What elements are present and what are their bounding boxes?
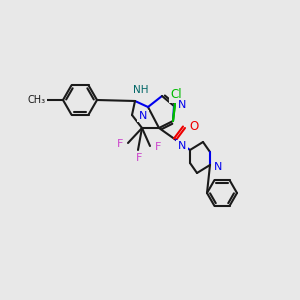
Text: CH₃: CH₃	[28, 95, 46, 105]
Text: N: N	[178, 141, 186, 151]
Text: N: N	[178, 100, 186, 110]
Text: N: N	[214, 162, 222, 172]
Text: F: F	[155, 142, 161, 152]
Text: F: F	[117, 139, 123, 149]
Text: N: N	[139, 111, 147, 121]
Text: F: F	[136, 153, 142, 163]
Text: Cl: Cl	[170, 88, 182, 101]
Text: O: O	[189, 119, 199, 133]
Text: NH: NH	[133, 85, 149, 95]
